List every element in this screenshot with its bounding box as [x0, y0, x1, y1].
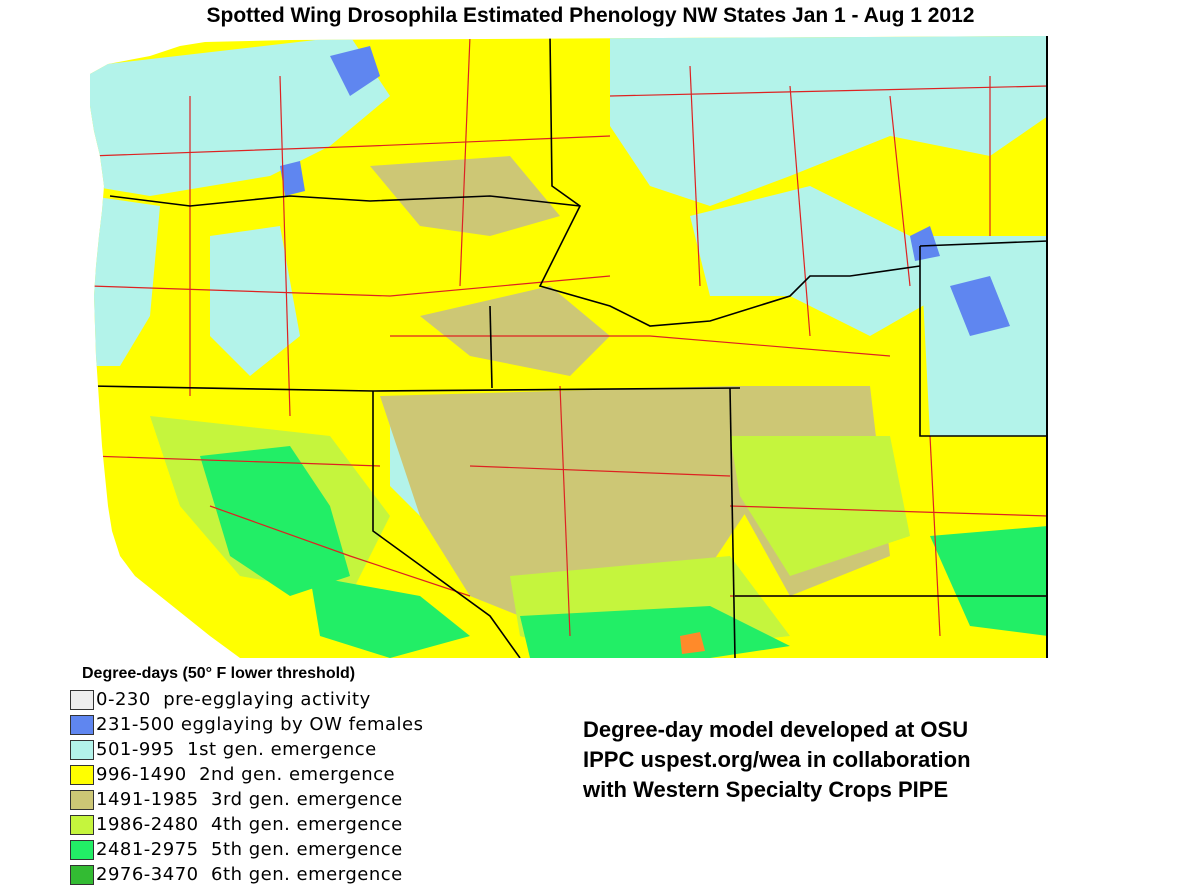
- legend-swatch: [70, 814, 94, 835]
- phenology-map: [90, 36, 1048, 658]
- legend-label: 1491-1985 3rd gen. emergence: [96, 789, 403, 810]
- legend-swatch: [70, 689, 94, 710]
- legend-item: 0-230 pre-egglaying activity: [70, 687, 550, 712]
- region-blue-4: [280, 161, 305, 196]
- legend-label: 996-1490 2nd gen. emergence: [96, 764, 396, 785]
- credit-line: Degree-day model developed at OSU: [583, 717, 969, 742]
- region-blue-2: [950, 276, 1010, 336]
- region-green-desert: [520, 606, 790, 658]
- county-lines: [90, 36, 1048, 637]
- legend-item: 996-1490 2nd gen. emergence: [70, 762, 550, 787]
- credit-line: with Western Specialty Crops PIPE: [583, 777, 949, 802]
- legend-item: 1491-1985 3rd gen. emergence: [70, 787, 550, 812]
- legend-label: 2976-3470 6th gen. emergence: [96, 864, 403, 885]
- legend-swatch: [70, 714, 94, 735]
- region-blue-3: [910, 226, 940, 261]
- legend-item: 1986-2480 4th gen. emergence: [70, 812, 550, 837]
- region-orange: [680, 632, 705, 654]
- region-green-sj: [310, 576, 470, 658]
- legend-item: 2481-2975 5th gen. emergence: [70, 837, 550, 862]
- legend: Degree-days (50° F lower threshold) 0-23…: [70, 665, 550, 887]
- legend-swatch: [70, 764, 94, 785]
- region-cyan-wyoming: [920, 236, 1048, 436]
- legend-swatch: [70, 864, 94, 885]
- legend-label: 231-500 egglaying by OW females: [96, 714, 424, 735]
- region-green-east: [930, 526, 1048, 636]
- credit-line: IPPC uspest.org/wea in collaboration: [583, 747, 971, 772]
- legend-swatch: [70, 789, 94, 810]
- legend-label: 501-995 1st gen. emergence: [96, 739, 377, 760]
- credit-text: Degree-day model developed at OSU IPPC u…: [583, 715, 1143, 805]
- legend-item: 501-995 1st gen. emergence: [70, 737, 550, 762]
- map-title: Spotted Wing Drosophila Estimated Phenol…: [206, 4, 975, 27]
- region-cyan-coast: [90, 196, 160, 366]
- region-cyan-cascades: [210, 226, 300, 376]
- legend-label: 1986-2480 4th gen. emergence: [96, 814, 403, 835]
- legend-label: 2481-2975 5th gen. emergence: [96, 839, 403, 860]
- region-cyan-montana: [610, 36, 1048, 206]
- legend-label: 0-230 pre-egglaying activity: [96, 689, 371, 710]
- legend-swatch: [70, 839, 94, 860]
- region-chartreuse-colorado: [730, 436, 910, 576]
- legend-item: 2976-3470 6th gen. emergence: [70, 862, 550, 887]
- legend-item: 231-500 egglaying by OW females: [70, 712, 550, 737]
- region-cyan-nw: [90, 36, 390, 196]
- state-lines: [90, 36, 1048, 658]
- region-olive-snake: [420, 286, 610, 376]
- region-cyan-central: [690, 186, 940, 336]
- region-green-sac: [200, 446, 350, 596]
- region-olive-columbia: [370, 156, 560, 236]
- region-blue-1: [330, 46, 380, 96]
- legend-swatch: [70, 739, 94, 760]
- legend-title: Degree-days (50° F lower threshold): [82, 665, 356, 682]
